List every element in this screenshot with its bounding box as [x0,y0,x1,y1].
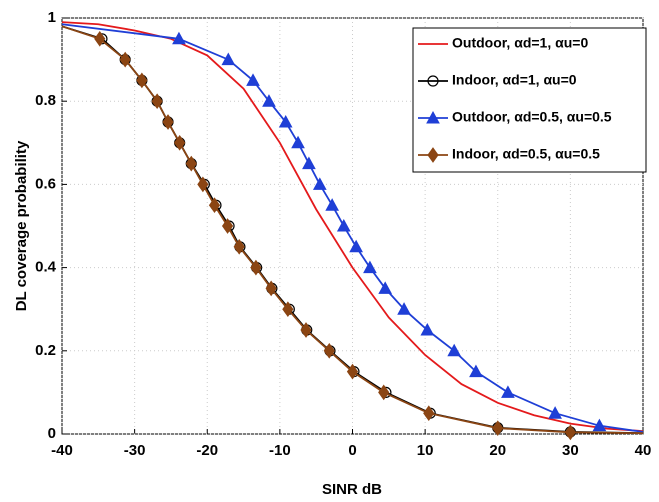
marker [151,93,163,110]
y-tick-label: 0.2 [35,342,56,359]
marker [185,155,197,172]
marker [427,75,439,87]
marker [336,218,351,232]
marker [250,259,262,276]
series [61,25,644,441]
legend-label: Indoor, αd=0.5, αu=0.5 [452,146,600,162]
marker [172,31,186,45]
marker [325,198,340,211]
y-tick-label: 0.8 [35,92,56,109]
marker [174,134,186,151]
x-tick-label: 20 [489,442,506,459]
marker [312,177,327,190]
marker [501,385,515,398]
x-tick-label: 40 [635,442,652,459]
y-axis-label: DL coverage probability [13,140,30,311]
series [61,23,644,433]
marker [119,51,131,68]
x-tick-label: -30 [124,442,146,459]
legend-label: Outdoor, αd=1, αu=0 [452,35,588,51]
plot-area [61,17,644,441]
marker [302,156,316,170]
marker [300,322,312,338]
marker [162,114,174,130]
marker [427,147,439,163]
marker [426,110,440,124]
marker [346,363,359,380]
marker [492,420,504,437]
marker [592,418,607,432]
marker [246,73,260,86]
marker [291,135,305,149]
marker [363,260,377,274]
marker [323,342,335,359]
marker [469,364,483,378]
marker [349,239,363,253]
legend: Outdoor, αd=1, αu=0 Indoor, αd=1, αu=0 Out… [412,27,647,173]
legend-label: Indoor, αd=1, αu=0 [452,72,577,88]
marker [197,176,209,193]
marker [282,301,294,318]
marker [262,94,276,107]
x-tick-label: -40 [51,442,73,459]
marker [208,197,221,214]
marker [221,218,234,234]
x-tick-label: 10 [417,442,434,459]
marker [136,72,148,89]
marker [94,30,106,47]
marker [548,406,562,419]
marker [447,343,462,357]
marker [278,114,293,128]
y-tick-label: 0.6 [35,175,56,192]
x-tick-label: -20 [196,442,218,459]
line [61,23,644,433]
marker [378,384,390,401]
x-tick-label: 0 [348,442,356,459]
marker [221,52,236,66]
marker [265,280,277,297]
marker [397,302,411,315]
x-tick-label: 30 [562,442,579,459]
x-axis-label: SINR dB [322,481,382,498]
marker [233,238,245,255]
marker [423,405,435,422]
marker [564,424,576,441]
marker [420,322,435,336]
y-tick-label: 0.4 [35,259,57,276]
y-tick-label: 1 [48,9,56,26]
marker [378,281,393,294]
y-tick-label: 0 [48,425,56,442]
legend-box [412,27,647,173]
legend-label: Outdoor, αd=0.5, αu=0.5 [452,109,612,125]
x-tick-label: -10 [269,442,291,459]
